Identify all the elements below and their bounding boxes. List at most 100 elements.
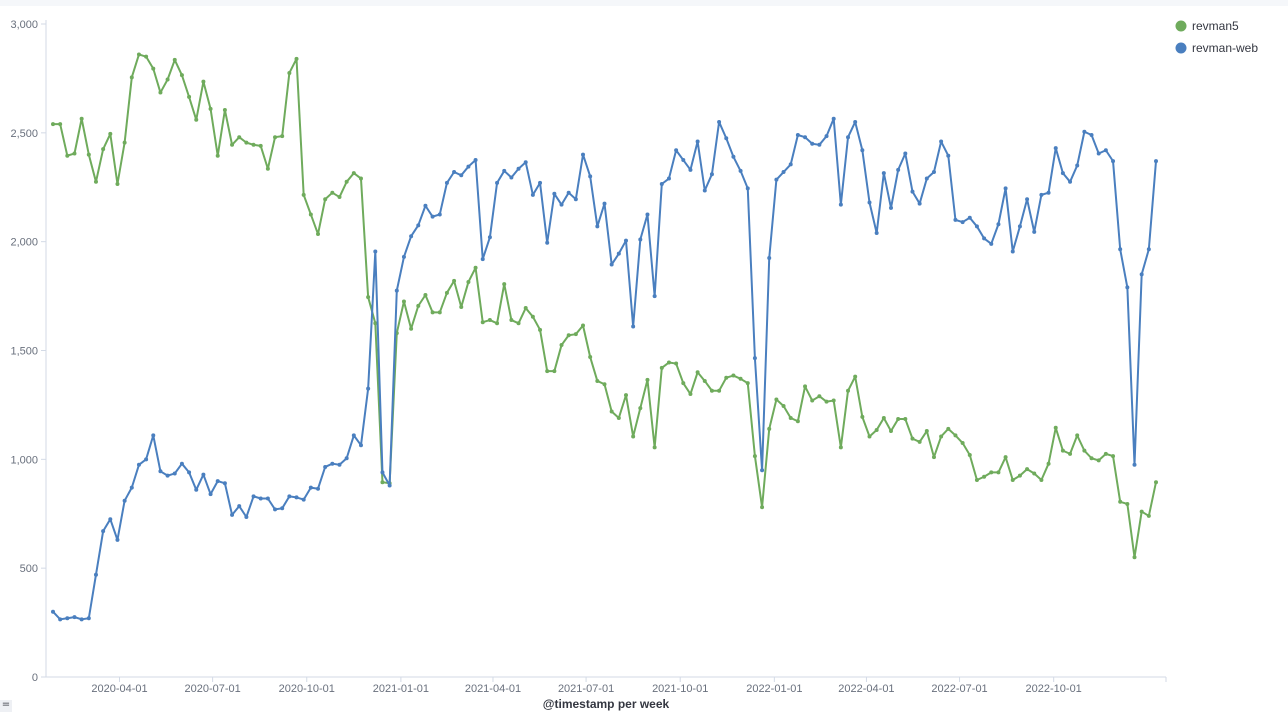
data-point[interactable] <box>251 494 256 499</box>
data-point[interactable] <box>974 478 979 483</box>
data-point[interactable] <box>344 179 349 184</box>
data-point[interactable] <box>1139 272 1144 277</box>
data-point[interactable] <box>545 369 550 374</box>
data-point[interactable] <box>480 320 485 325</box>
data-point[interactable] <box>308 485 313 490</box>
data-point[interactable] <box>101 147 106 152</box>
data-point[interactable] <box>652 294 657 299</box>
data-point[interactable] <box>158 469 163 474</box>
data-point[interactable] <box>566 190 571 195</box>
data-point[interactable] <box>308 212 313 217</box>
data-point[interactable] <box>179 461 184 466</box>
data-point[interactable] <box>444 180 449 185</box>
data-point[interactable] <box>473 158 478 163</box>
data-point[interactable] <box>702 188 707 193</box>
data-point[interactable] <box>559 202 564 207</box>
data-point[interactable] <box>452 170 457 175</box>
data-point[interactable] <box>931 455 936 460</box>
data-point[interactable] <box>509 318 514 323</box>
data-point[interactable] <box>1075 163 1080 168</box>
data-point[interactable] <box>366 386 371 391</box>
data-point[interactable] <box>122 140 127 145</box>
data-point[interactable] <box>638 406 643 411</box>
data-point[interactable] <box>1096 458 1101 463</box>
data-point[interactable] <box>129 485 134 490</box>
data-point[interactable] <box>853 119 858 124</box>
menu-icon[interactable]: = <box>0 699 12 712</box>
data-point[interactable] <box>136 52 141 57</box>
data-point[interactable] <box>79 617 84 622</box>
data-point[interactable] <box>867 434 872 439</box>
data-point[interactable] <box>803 135 808 140</box>
data-point[interactable] <box>946 426 951 431</box>
data-point[interactable] <box>939 139 944 144</box>
data-point[interactable] <box>1139 509 1144 514</box>
data-point[interactable] <box>681 381 686 386</box>
data-point[interactable] <box>480 257 485 262</box>
data-point[interactable] <box>588 355 593 360</box>
data-point[interactable] <box>158 90 163 95</box>
data-point[interactable] <box>659 181 664 186</box>
data-point[interactable] <box>495 321 500 326</box>
data-point[interactable] <box>222 107 227 112</box>
data-point[interactable] <box>946 153 951 158</box>
data-point[interactable] <box>1089 456 1094 461</box>
data-point[interactable] <box>265 166 270 171</box>
data-point[interactable] <box>709 388 714 393</box>
data-point[interactable] <box>1068 451 1073 456</box>
data-point[interactable] <box>351 433 356 438</box>
data-point[interactable] <box>1003 186 1008 191</box>
data-point[interactable] <box>853 374 858 379</box>
data-point[interactable] <box>387 483 392 488</box>
data-point[interactable] <box>1032 229 1037 234</box>
data-point[interactable] <box>702 378 707 383</box>
data-point[interactable] <box>752 454 757 459</box>
data-point[interactable] <box>631 434 636 439</box>
data-point[interactable] <box>917 201 922 206</box>
data-point[interactable] <box>924 429 929 434</box>
data-point[interactable] <box>688 167 693 172</box>
data-point[interactable] <box>960 441 965 446</box>
data-point[interactable] <box>1154 159 1158 164</box>
data-point[interactable] <box>122 498 127 503</box>
data-point[interactable] <box>502 282 507 287</box>
data-point[interactable] <box>974 224 979 229</box>
data-point[interactable] <box>817 394 822 399</box>
data-point[interactable] <box>538 327 543 332</box>
data-point[interactable] <box>65 153 70 158</box>
data-point[interactable] <box>444 290 449 295</box>
data-point[interactable] <box>573 197 578 202</box>
data-point[interactable] <box>996 222 1001 227</box>
data-point[interactable] <box>1010 478 1015 483</box>
data-point[interactable] <box>423 203 428 208</box>
data-point[interactable] <box>1060 448 1065 453</box>
data-point[interactable] <box>108 517 113 522</box>
data-point[interactable] <box>745 381 750 386</box>
data-point[interactable] <box>1082 129 1087 134</box>
data-point[interactable] <box>760 505 765 510</box>
data-point[interactable] <box>51 609 55 614</box>
data-point[interactable] <box>1118 499 1123 504</box>
data-point[interactable] <box>953 217 958 222</box>
data-point[interactable] <box>860 148 865 153</box>
data-point[interactable] <box>93 572 98 577</box>
data-point[interactable] <box>731 373 736 378</box>
data-point[interactable] <box>323 464 328 469</box>
data-point[interactable] <box>609 409 614 414</box>
data-point[interactable] <box>881 415 886 420</box>
data-point[interactable] <box>230 512 235 517</box>
data-point[interactable] <box>251 142 256 147</box>
data-point[interactable] <box>144 54 149 59</box>
data-point[interactable] <box>452 278 457 283</box>
data-point[interactable] <box>1068 179 1073 184</box>
data-point[interactable] <box>1089 133 1094 138</box>
data-point[interactable] <box>867 200 872 205</box>
data-point[interactable] <box>273 135 278 140</box>
data-point[interactable] <box>1146 513 1151 518</box>
legend[interactable]: revman5 revman-web <box>1175 19 1259 55</box>
data-point[interactable] <box>559 343 564 348</box>
data-point[interactable] <box>258 143 263 148</box>
data-point[interactable] <box>194 117 199 122</box>
data-point[interactable] <box>1053 146 1058 151</box>
data-point[interactable] <box>602 382 607 387</box>
